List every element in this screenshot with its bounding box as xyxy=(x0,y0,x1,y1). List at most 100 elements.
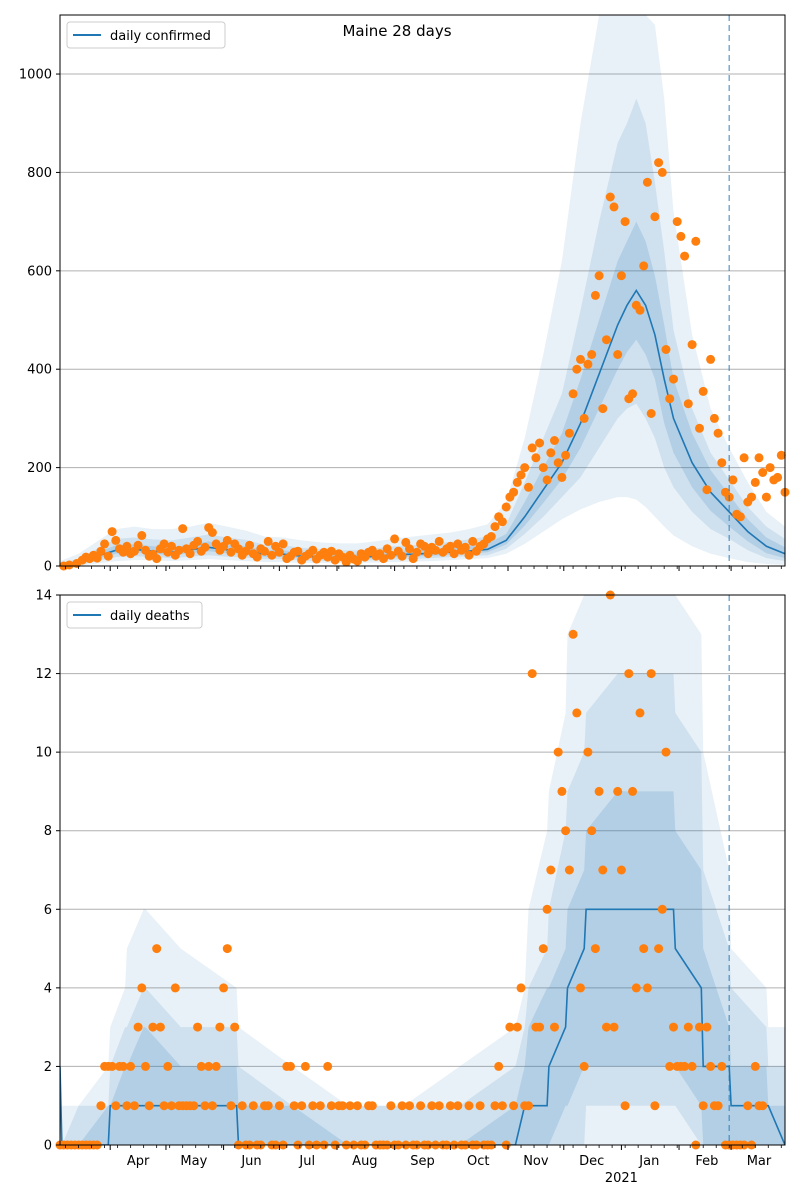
observed-point xyxy=(624,669,634,679)
x-month-label: Dec xyxy=(579,1154,604,1169)
observed-point xyxy=(107,527,117,537)
observed-point xyxy=(248,1101,258,1111)
observed-point xyxy=(200,542,210,552)
observed-point xyxy=(590,290,600,300)
observed-point xyxy=(293,546,303,556)
observed-point xyxy=(260,546,269,556)
observed-point xyxy=(739,453,749,463)
observed-point xyxy=(594,271,604,281)
observed-point xyxy=(628,389,638,399)
observed-point xyxy=(141,1061,150,1071)
observed-point xyxy=(743,1101,753,1111)
observed-point xyxy=(553,747,563,757)
observed-point xyxy=(524,1101,533,1111)
observed-point xyxy=(564,428,574,438)
y-tick-label: 1000 xyxy=(19,68,52,83)
observed-point xyxy=(717,458,727,468)
uncertainty-band xyxy=(60,98,785,566)
observed-point xyxy=(550,1022,559,1032)
observed-point xyxy=(390,534,400,544)
observed-point xyxy=(397,551,407,561)
y-tick-label: 400 xyxy=(27,363,52,378)
observed-point xyxy=(345,1101,355,1111)
observed-point xyxy=(605,192,615,202)
y-tick-label: 2 xyxy=(44,1060,52,1075)
observed-point xyxy=(527,443,537,453)
observed-point xyxy=(735,512,745,522)
observed-point xyxy=(434,1101,444,1111)
observed-point xyxy=(568,389,578,399)
observed-point xyxy=(207,528,217,537)
observed-point xyxy=(698,386,708,396)
observed-point xyxy=(754,453,764,463)
observed-point xyxy=(122,1101,132,1111)
observed-point xyxy=(148,1022,158,1032)
observed-point xyxy=(445,1101,455,1111)
uncertainty-band xyxy=(60,221,785,566)
observed-point xyxy=(501,502,511,512)
observed-point xyxy=(654,944,664,954)
y-tick-label: 12 xyxy=(35,667,52,682)
observed-point xyxy=(100,539,110,549)
observed-point xyxy=(661,345,671,354)
observed-point xyxy=(338,1101,348,1111)
observed-point xyxy=(152,554,162,564)
observed-point xyxy=(639,261,649,271)
observed-point xyxy=(509,487,519,497)
observed-point xyxy=(263,536,273,546)
observed-point xyxy=(516,470,526,480)
observed-point xyxy=(698,1101,708,1111)
observed-point xyxy=(683,1022,693,1032)
observed-point xyxy=(200,1101,210,1111)
observed-point xyxy=(635,708,645,718)
observed-point xyxy=(669,374,678,384)
observed-point xyxy=(758,1101,768,1111)
observed-point xyxy=(211,1061,221,1071)
observed-point xyxy=(163,1061,173,1071)
observed-point xyxy=(713,428,723,438)
observed-point xyxy=(602,335,611,345)
observed-point xyxy=(230,1022,240,1032)
confirmed-plot-frame xyxy=(59,14,786,567)
x-month-label: Apr xyxy=(127,1154,150,1169)
observed-point xyxy=(193,1022,203,1032)
confirmed-chart-panel: 0 200 400 600 800 1000 Maine 28 days daily co… xyxy=(19,14,790,575)
x-month-label: Jan xyxy=(638,1154,659,1169)
observed-point xyxy=(416,1101,426,1111)
observed-point xyxy=(274,1101,284,1111)
observed-point xyxy=(386,1101,396,1111)
observed-point xyxy=(300,1061,310,1071)
x-month-label: Jun xyxy=(240,1154,261,1169)
observed-point xyxy=(107,1061,117,1071)
observed-point xyxy=(613,786,623,796)
observed-point xyxy=(557,472,567,482)
observed-point xyxy=(308,545,318,555)
observed-point xyxy=(204,1061,214,1071)
observed-point xyxy=(431,545,440,555)
y-tick-label: 8 xyxy=(44,824,52,839)
observed-point xyxy=(226,1101,236,1111)
observed-point xyxy=(445,541,455,551)
observed-point xyxy=(326,546,336,556)
observed-point xyxy=(263,1101,273,1111)
observed-point xyxy=(568,629,578,639)
observed-point xyxy=(152,944,162,954)
observed-point xyxy=(598,865,608,875)
observed-point xyxy=(405,1101,414,1111)
observed-point xyxy=(602,1022,611,1032)
observed-point xyxy=(538,463,548,473)
observed-point xyxy=(126,1061,136,1071)
observed-point xyxy=(680,251,690,261)
observed-point xyxy=(453,1101,463,1111)
observed-point xyxy=(64,560,74,570)
observed-point xyxy=(449,549,459,559)
y-tick-label: 800 xyxy=(27,166,52,181)
observed-point xyxy=(557,786,567,796)
observed-point xyxy=(475,1101,485,1111)
observed-point xyxy=(583,747,593,757)
observed-point xyxy=(572,708,582,718)
observed-point xyxy=(516,983,526,993)
observed-point xyxy=(665,1061,675,1071)
observed-point xyxy=(122,541,132,551)
observed-point xyxy=(717,1061,727,1071)
